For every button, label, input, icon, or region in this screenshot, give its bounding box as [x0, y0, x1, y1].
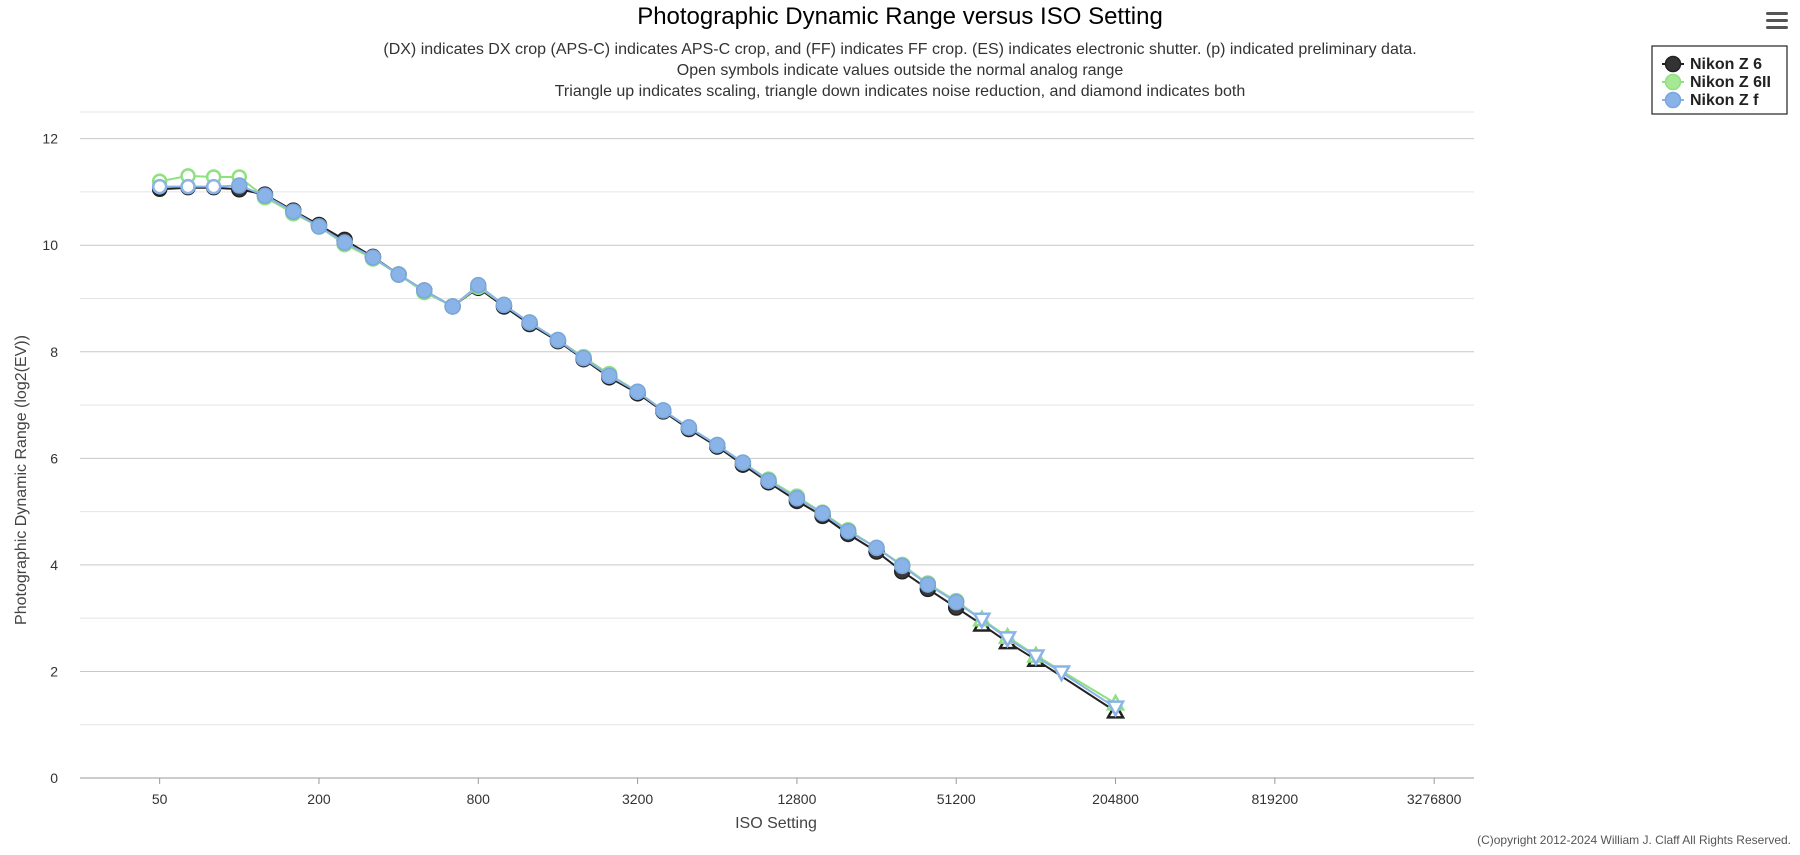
- y-tick-label: 2: [50, 663, 58, 679]
- data-point[interactable]: [680, 419, 698, 436]
- legend: Nikon Z 6 Nikon Z 6II Nikon Z f: [1651, 45, 1788, 115]
- series-nikon-z-6: [151, 179, 1126, 719]
- y-tick-label: 4: [50, 557, 58, 573]
- data-point-triangle-down[interactable]: [1051, 665, 1072, 683]
- chart-title: Photographic Dynamic Range versus ISO Se…: [637, 3, 1163, 30]
- data-point[interactable]: [549, 331, 567, 349]
- series-line: [159, 186, 1117, 713]
- x-tick-label: 12800: [777, 791, 816, 807]
- data-point[interactable]: [760, 472, 777, 489]
- legend-marker: [1664, 73, 1682, 91]
- data-point[interactable]: [256, 187, 274, 204]
- data-point-triangle-down[interactable]: [972, 612, 992, 630]
- legend-label: Nikon Z 6: [1690, 56, 1762, 73]
- data-point[interactable]: [709, 436, 726, 454]
- data-point[interactable]: [575, 349, 592, 367]
- x-axis-title: ISO Setting: [735, 815, 817, 832]
- data-point[interactable]: [814, 504, 831, 522]
- y-tick-label: 6: [50, 450, 58, 466]
- series-group: [151, 168, 1126, 719]
- x-tick-label: 3276800: [1407, 791, 1462, 807]
- series-line: [159, 174, 1117, 705]
- y-axis-title: Photographic Dynamic Range (log2(EV)): [13, 335, 30, 625]
- data-point[interactable]: [310, 218, 328, 235]
- x-tick-label: 3200: [622, 791, 653, 807]
- y-tick-label: 10: [42, 237, 58, 253]
- credits[interactable]: (C)opyright 2012-2024 William J. Claff A…: [1477, 833, 1791, 847]
- data-point[interactable]: [654, 402, 672, 419]
- data-point[interactable]: [416, 282, 433, 299]
- data-point[interactable]: [788, 490, 806, 507]
- data-point-triangle-down[interactable]: [1026, 649, 1046, 667]
- data-point[interactable]: [364, 249, 382, 266]
- y-tick-label: 12: [42, 131, 58, 147]
- x-tick-label: 819200: [1251, 791, 1298, 807]
- data-point[interactable]: [390, 266, 407, 283]
- legend-item-nikon-z-f[interactable]: Nikon Z f: [1662, 91, 1759, 109]
- data-point[interactable]: [893, 557, 911, 575]
- legend-label: Nikon Z 6II: [1690, 74, 1771, 91]
- data-point[interactable]: [839, 523, 857, 540]
- legend-marker: [1664, 91, 1682, 109]
- data-point[interactable]: [868, 539, 885, 557]
- data-point-triangle-down[interactable]: [997, 631, 1018, 649]
- data-point[interactable]: [231, 177, 248, 194]
- chart-subtitle-line-1: (DX) indicates DX crop (APS-C) indicates…: [383, 41, 1416, 58]
- data-point[interactable]: [495, 296, 513, 314]
- hamburger-menu-icon[interactable]: [1764, 10, 1788, 32]
- data-point-open[interactable]: [180, 178, 196, 195]
- data-point[interactable]: [919, 576, 937, 593]
- data-point-open[interactable]: [205, 178, 222, 195]
- chart-subtitle-line-2: Open symbols indicate values outside the…: [677, 62, 1124, 79]
- data-point[interactable]: [285, 203, 302, 220]
- data-point-triangle-down[interactable]: [1105, 700, 1126, 718]
- axes: 0 2 4 6 8 10 12 50 200 800 3200 12800 51200 204800 819…: [42, 131, 1474, 807]
- chart-subtitle-line-3: Triangle up indicates scaling, triangle …: [555, 83, 1246, 100]
- grid: [80, 111, 1474, 726]
- legend-marker: [1664, 55, 1682, 73]
- data-point[interactable]: [629, 383, 646, 400]
- data-point[interactable]: [336, 234, 353, 251]
- x-tick-label: 204800: [1092, 791, 1139, 807]
- legend-label: Nikon Z f: [1690, 92, 1759, 109]
- x-tick-label: 50: [152, 791, 168, 807]
- series-line: [159, 184, 1117, 709]
- data-point[interactable]: [947, 593, 965, 611]
- legend-item-nikon-z-6[interactable]: Nikon Z 6: [1662, 55, 1762, 73]
- x-tick-label: 200: [307, 791, 331, 807]
- data-point[interactable]: [600, 367, 618, 384]
- x-tick-label: 51200: [937, 791, 976, 807]
- x-tick-label: 800: [467, 791, 491, 807]
- y-tick-label: 0: [50, 770, 58, 786]
- series-nikon-z-f: [151, 177, 1126, 718]
- data-point[interactable]: [521, 314, 538, 331]
- data-point[interactable]: [734, 454, 752, 471]
- data-point[interactable]: [470, 276, 487, 294]
- legend-item-nikon-z-6ii[interactable]: Nikon Z 6II: [1662, 73, 1771, 91]
- data-point[interactable]: [444, 298, 461, 315]
- data-point-open[interactable]: [151, 178, 168, 195]
- y-tick-label: 8: [50, 344, 58, 360]
